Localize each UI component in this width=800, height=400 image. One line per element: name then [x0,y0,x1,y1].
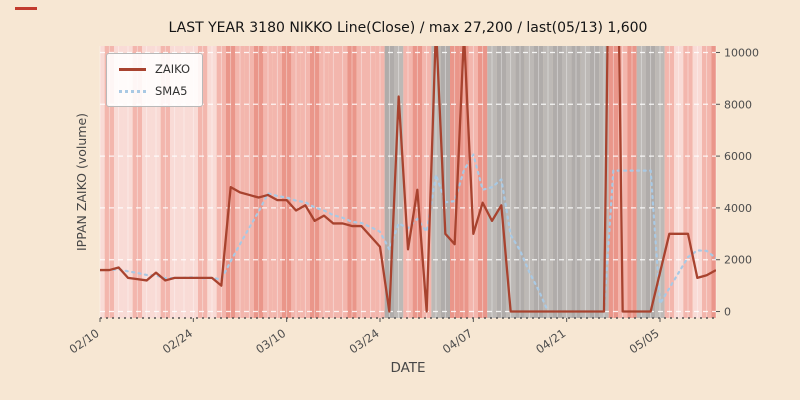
x-axis-label: DATE [390,360,426,376]
legend-item-sma5: SMA5 [119,84,190,98]
legend: ZAIKO SMA5 [106,53,204,107]
svg-text:02/24: 02/24 [160,326,195,356]
svg-text:0: 0 [724,306,731,319]
svg-text:03/24: 03/24 [347,326,382,356]
legend-item-zaiko: ZAIKO [119,62,190,76]
svg-text:03/10: 03/10 [253,326,288,356]
svg-text:10000: 10000 [724,46,759,59]
chart-title: LAST YEAR 3180 NIKKO Line(Close) / max 2… [168,20,648,36]
svg-text:6000: 6000 [724,150,752,163]
svg-text:8000: 8000 [724,98,752,111]
legend-label-sma5: SMA5 [155,84,188,98]
svg-text:04/21: 04/21 [533,326,568,356]
svg-text:2000: 2000 [724,254,752,267]
legend-label-zaiko: ZAIKO [155,62,191,76]
sma5-line-sample-icon [119,89,146,93]
zaiko-line-sample-icon [119,67,146,71]
svg-text:02/10: 02/10 [67,326,102,356]
svg-text:04/07: 04/07 [440,326,475,356]
svg-text:4000: 4000 [724,202,752,215]
svg-text:05/05: 05/05 [627,326,662,356]
corner-mark [15,7,37,10]
